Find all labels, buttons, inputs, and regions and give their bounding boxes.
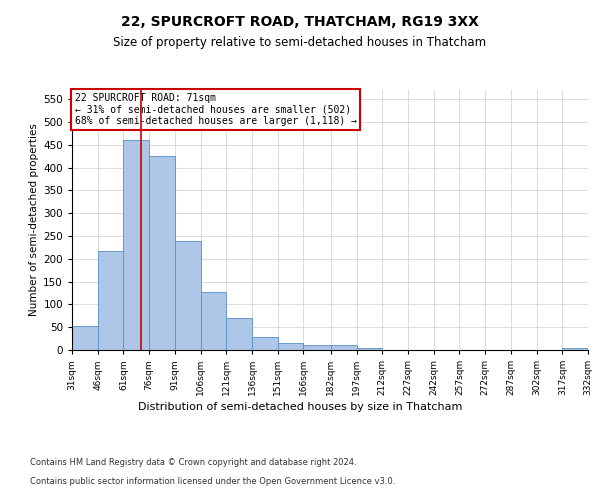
Bar [252, 337, 278, 350]
Bar [278, 342, 304, 350]
Bar [356, 348, 382, 350]
Bar [226, 318, 252, 350]
Text: Contains public sector information licensed under the Open Government Licence v3: Contains public sector information licen… [30, 476, 395, 486]
Text: 22, SPURCROFT ROAD, THATCHAM, RG19 3XX: 22, SPURCROFT ROAD, THATCHAM, RG19 3XX [121, 16, 479, 30]
Text: Distribution of semi-detached houses by size in Thatcham: Distribution of semi-detached houses by … [138, 402, 462, 412]
Bar [200, 292, 226, 350]
Bar [98, 250, 124, 350]
Y-axis label: Number of semi-detached properties: Number of semi-detached properties [29, 124, 39, 316]
Bar [72, 326, 98, 350]
Bar [149, 156, 175, 350]
Text: Contains HM Land Registry data © Crown copyright and database right 2024.: Contains HM Land Registry data © Crown c… [30, 458, 356, 467]
Bar [562, 348, 588, 350]
Bar [331, 346, 356, 350]
Bar [175, 240, 200, 350]
Text: Size of property relative to semi-detached houses in Thatcham: Size of property relative to semi-detach… [113, 36, 487, 49]
Bar [304, 346, 331, 350]
Text: 22 SPURCROFT ROAD: 71sqm
← 31% of semi-detached houses are smaller (502)
68% of : 22 SPURCROFT ROAD: 71sqm ← 31% of semi-d… [74, 92, 356, 126]
Bar [124, 140, 149, 350]
